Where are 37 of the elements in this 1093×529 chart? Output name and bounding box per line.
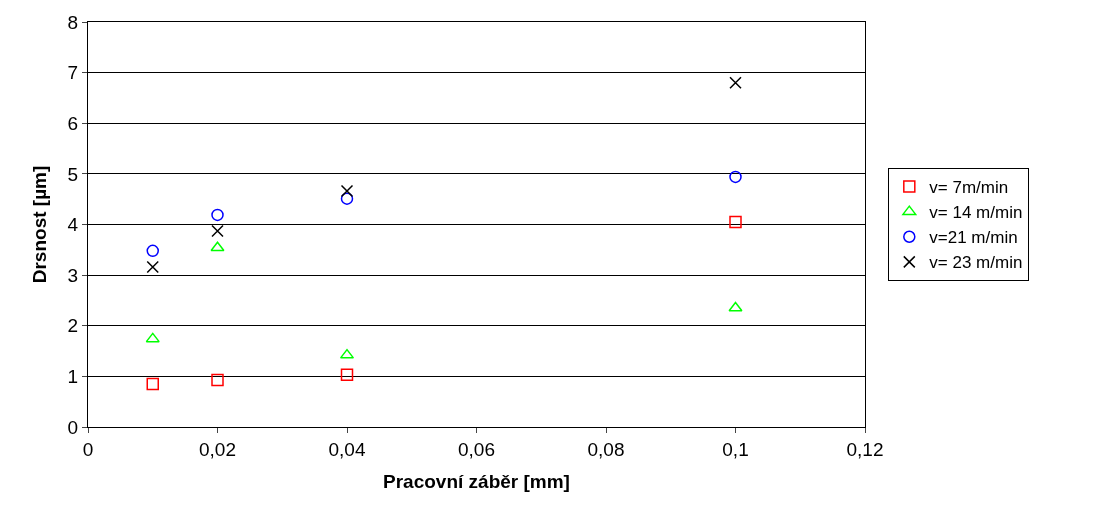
point <box>729 215 742 229</box>
y-tick-label: 5 <box>67 163 79 185</box>
x-axis-title: Pracovní záběr [mm] <box>383 470 570 492</box>
x-tick-label: 0,06 <box>458 438 495 460</box>
y-tick-label: 4 <box>67 214 79 236</box>
x-tick-label: 0 <box>82 438 94 460</box>
point <box>729 76 742 89</box>
point <box>211 208 224 222</box>
y-tick-label: 2 <box>67 315 79 337</box>
y-axis-title: Drsnost [µm] <box>29 165 51 284</box>
x-tick-label: 0,02 <box>199 438 236 460</box>
y-tick-label: 3 <box>67 264 79 286</box>
point <box>340 192 354 205</box>
y-tick-label: 8 <box>67 11 79 33</box>
point <box>340 184 354 198</box>
point <box>211 373 224 387</box>
point <box>145 332 160 343</box>
legend-label: v= 23 m/min <box>929 253 1023 273</box>
x-tick-label: 0,1 <box>722 438 749 460</box>
point <box>210 241 225 252</box>
y-tick-label: 6 <box>67 112 79 134</box>
point <box>728 301 743 312</box>
point <box>146 260 159 274</box>
y-tick-label: 1 <box>67 366 79 388</box>
legend-label: v= 14 m/min <box>929 203 1023 223</box>
legend-label: v=21 m/min <box>929 228 1018 248</box>
point <box>211 224 224 238</box>
point <box>729 170 742 184</box>
x-tick-label: 0,08 <box>587 438 625 460</box>
legend-label: v= 7m/min <box>929 178 1009 198</box>
y-tick-label: 7 <box>67 62 79 84</box>
x-tick-label: 0,12 <box>846 438 884 460</box>
point <box>340 368 354 382</box>
y-tick-label: 0 <box>67 416 79 438</box>
x-tick-label: 0,04 <box>328 438 366 460</box>
point <box>146 377 159 391</box>
point <box>146 244 159 258</box>
